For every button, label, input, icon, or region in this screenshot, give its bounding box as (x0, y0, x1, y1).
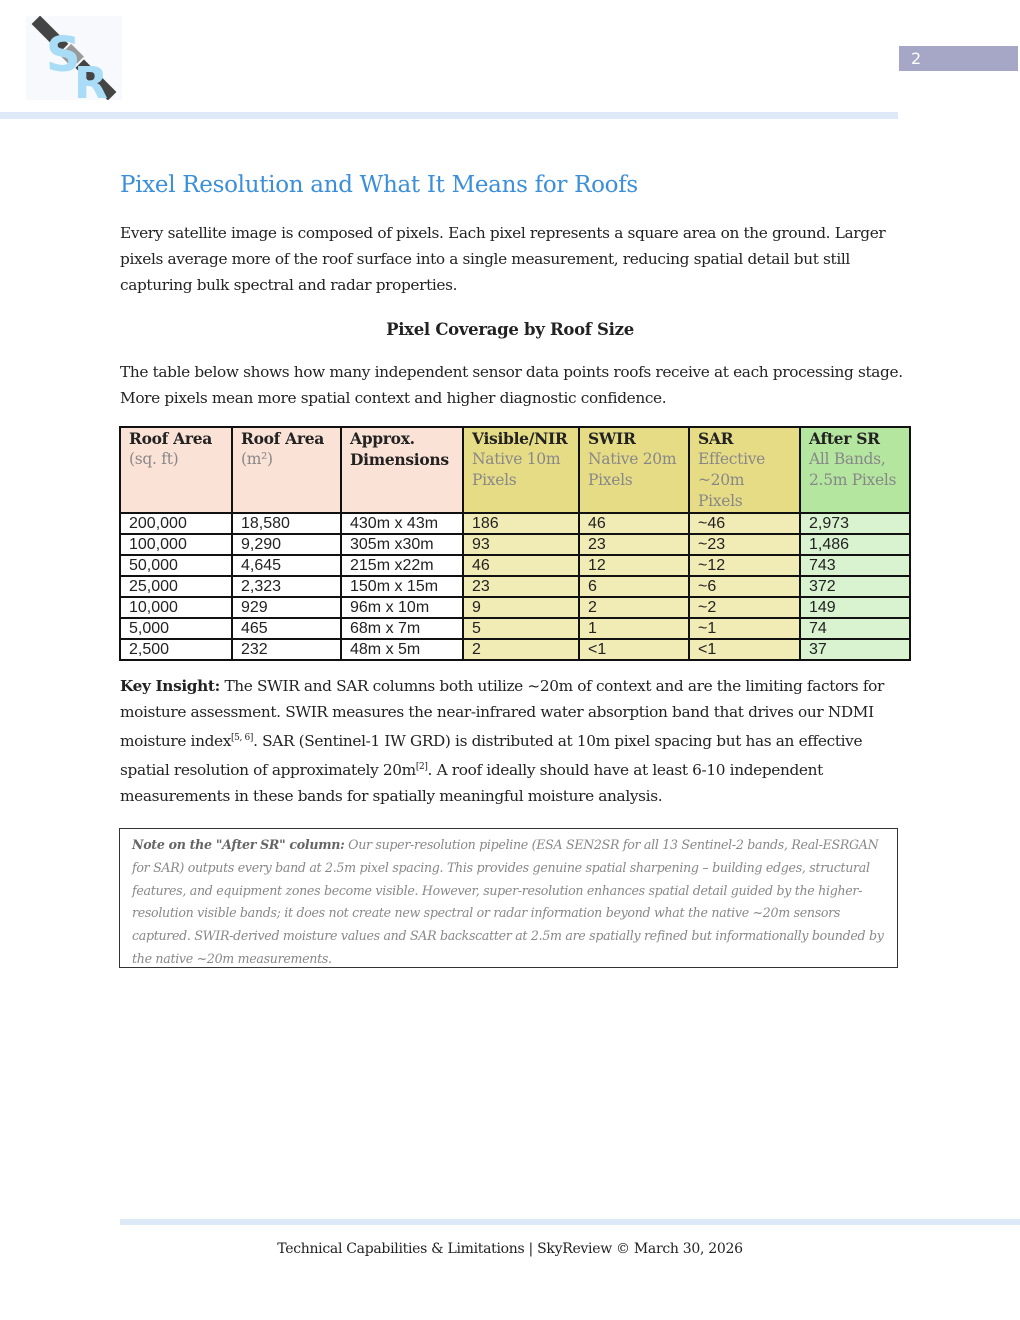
table-cell: 2 (578, 596, 690, 619)
column-header: SWIR Native 20m Pixels (578, 426, 690, 514)
table-cell: 2,500 (119, 638, 233, 661)
table-cell: 93 (462, 533, 580, 556)
header-subtitle: (sq. ft) (129, 450, 179, 468)
table-cell: 186 (462, 512, 580, 535)
table-cell: 96m x 10m (340, 596, 464, 619)
table-cell: 743 (799, 554, 911, 577)
table-row: 100,000 9,290 305m x30m 93 23 ~23 1,486 (119, 533, 911, 556)
table-cell: 74 (799, 617, 911, 640)
table-cell: 37 (799, 638, 911, 661)
table-cell: 149 (799, 596, 911, 619)
table-cell: ~2 (688, 596, 801, 619)
table-cell: 46 (462, 554, 580, 577)
table-cell: 23 (462, 575, 580, 598)
citation-ref[interactable]: [5, 6] (231, 733, 254, 743)
table-cell: 9 (462, 596, 580, 619)
header-title: After SR (809, 429, 880, 448)
header-title: SWIR (588, 429, 636, 448)
footer-divider (120, 1219, 1020, 1225)
header-title: Roof Area (129, 429, 213, 448)
header-title: Approx. Dimensions (350, 429, 449, 469)
header-title: Roof Area (241, 429, 325, 448)
table-cell: ~46 (688, 512, 801, 535)
table-cell: 2,323 (231, 575, 342, 598)
key-insight-label: Key Insight: (120, 677, 220, 695)
column-header: Roof Area (sq. ft) (119, 426, 233, 514)
table-cell: 215m x22m (340, 554, 464, 577)
pixel-coverage-table: Roof Area (sq. ft) Roof Area (m²) Approx. Di… (119, 426, 911, 661)
table-cell: ~1 (688, 617, 801, 640)
table-cell: <1 (688, 638, 801, 661)
column-header: SAR Effective ~20m Pixels (688, 426, 801, 514)
table-cell: 25,000 (119, 575, 233, 598)
insight-text: . SAR (Sentinel-1 IW GRD) is distributed… (120, 732, 863, 780)
table-cell: 68m x 7m (340, 617, 464, 640)
table-cell: 1,486 (799, 533, 911, 556)
note-label: Note on the "After SR" column: (132, 837, 345, 852)
column-header: Roof Area (m²) (231, 426, 342, 514)
table-row: 50,000 4,645 215m x22m 46 12 ~12 743 (119, 554, 911, 577)
table-cell: 2 (462, 638, 580, 661)
table-cell: 2,973 (799, 512, 911, 535)
table-cell: 48m x 5m (340, 638, 464, 661)
table-cell: 200,000 (119, 512, 233, 535)
header-subtitle: Effective ~20m Pixels (698, 450, 766, 510)
table-row: 25,000 2,323 150m x 15m 23 6 ~6 372 (119, 575, 911, 598)
table-heading: Pixel Coverage by Roof Size (386, 320, 634, 339)
citation-ref[interactable]: [2] (415, 762, 428, 773)
table-cell: ~12 (688, 554, 801, 577)
table-row: 10,000 929 96m x 10m 9 2 ~2 149 (119, 596, 911, 619)
header-title: SAR (698, 429, 734, 448)
svg-text:R: R (74, 58, 108, 100)
table-cell: ~23 (688, 533, 801, 556)
page-footer: Technical Capabilities & Limitations | S… (277, 1241, 743, 1257)
table-cell: 430m x 43m (340, 512, 464, 535)
table-cell: 372 (799, 575, 911, 598)
table-cell: 929 (231, 596, 342, 619)
table-cell: 46 (578, 512, 690, 535)
table-cell: <1 (578, 638, 690, 661)
header-divider (0, 112, 898, 119)
table-cell: 150m x 15m (340, 575, 464, 598)
table-cell: 5,000 (119, 617, 233, 640)
after-sr-note-box: Note on the "After SR" column: Our super… (119, 828, 898, 968)
skyreview-logo: S R (26, 16, 122, 100)
key-insight-paragraph: Key Insight: The SWIR and SAR columns bo… (120, 673, 905, 809)
table-cell: 4,645 (231, 554, 342, 577)
header-subtitle: Native 20m Pixels (588, 450, 677, 489)
header-subtitle: Native 10m Pixels (472, 450, 561, 489)
table-row: 200,000 18,580 430m x 43m 186 46 ~46 2,973 (119, 512, 911, 535)
table-cell: 5 (462, 617, 580, 640)
header-subtitle: (m²) (241, 450, 273, 468)
column-header: After SR All Bands, 2.5m Pixels (799, 426, 911, 514)
table-cell: 6 (578, 575, 690, 598)
insight-text: . A roof ideally should have at least 6-… (120, 761, 823, 806)
intro-paragraph: Every satellite image is composed of pix… (120, 224, 886, 294)
header-subtitle: All Bands, 2.5m Pixels (809, 450, 897, 489)
table-cell: 232 (231, 638, 342, 661)
insight-text: The SWIR and SAR columns both utilize ~2… (120, 677, 884, 751)
column-header: Visible/NIR Native 10m Pixels (462, 426, 580, 514)
table-cell: 10,000 (119, 596, 233, 619)
table-row: 5,000 465 68m x 7m 5 1 ~1 74 (119, 617, 911, 640)
table-cell: 100,000 (119, 533, 233, 556)
table-cell: 9,290 (231, 533, 342, 556)
table-cell: 1 (578, 617, 690, 640)
table-cell: 23 (578, 533, 690, 556)
table-row: 2,500 232 48m x 5m 2 <1 <1 37 (119, 638, 911, 661)
table-cell: 50,000 (119, 554, 233, 577)
page-number: 2 (899, 46, 1018, 71)
column-header: Approx. Dimensions (340, 426, 464, 514)
table-cell: 12 (578, 554, 690, 577)
table-cell: ~6 (688, 575, 801, 598)
svg-text:S: S (46, 27, 81, 83)
note-text: Our super-resolution pipeline (ESA SEN2S… (132, 837, 884, 966)
section-title: Pixel Resolution and What It Means for R… (120, 172, 638, 198)
table-cell: 305m x30m (340, 533, 464, 556)
table-intro-paragraph: The table below shows how many independe… (120, 363, 903, 407)
header-title: Visible/NIR (472, 429, 568, 448)
table-cell: 465 (231, 617, 342, 640)
table-cell: 18,580 (231, 512, 342, 535)
